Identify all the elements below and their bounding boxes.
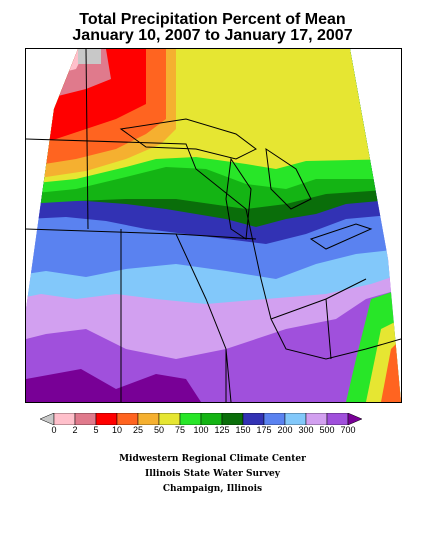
legend-swatch bbox=[158, 413, 181, 425]
legend-swatch bbox=[200, 413, 223, 425]
legend-tick-label: 300 bbox=[298, 425, 314, 435]
legend-swatch bbox=[137, 413, 160, 425]
legend-swatch bbox=[284, 413, 307, 425]
map-canvas bbox=[26, 49, 401, 402]
legend-swatch-above-max bbox=[347, 413, 363, 425]
region-se-10 bbox=[381, 339, 401, 402]
legend-swatch bbox=[74, 413, 97, 425]
legend-tick-label: 10 bbox=[111, 425, 122, 435]
state-boundaries bbox=[26, 49, 401, 402]
map-title-line-1: Total Precipitation Percent of Mean bbox=[79, 11, 346, 28]
legend-swatch bbox=[263, 413, 286, 425]
credit-line-2: Illinois State Water Survey bbox=[144, 469, 281, 479]
map-title-line-2: January 10, 2007 to January 17, 2007 bbox=[72, 27, 353, 44]
region-over-700 bbox=[26, 369, 201, 402]
legend-swatch bbox=[116, 413, 139, 425]
legend-tick-label: 700 bbox=[340, 425, 356, 435]
legend-tick-label: 0 bbox=[51, 425, 57, 435]
legend-swatch bbox=[242, 413, 265, 425]
legend-swatch bbox=[221, 413, 244, 425]
legend-swatch bbox=[305, 413, 328, 425]
credit-line-1: Midwestern Regional Climate Center bbox=[119, 454, 306, 464]
legend-swatches bbox=[40, 413, 363, 425]
legend-tick-label: 200 bbox=[277, 425, 293, 435]
legend-tick-label: 175 bbox=[256, 425, 272, 435]
legend-swatch bbox=[53, 413, 76, 425]
region-0 bbox=[78, 49, 101, 64]
legend-tick-label: 5 bbox=[93, 425, 99, 435]
legend-tick-label: 500 bbox=[319, 425, 335, 435]
legend-tick-label: 125 bbox=[214, 425, 230, 435]
legend-swatch-below-min bbox=[40, 413, 55, 425]
legend-swatch bbox=[95, 413, 118, 425]
legend-tick-label: 50 bbox=[153, 425, 164, 435]
precipitation-map bbox=[25, 48, 402, 403]
legend-tick-label: 2 bbox=[72, 425, 78, 435]
legend-tick-label: 25 bbox=[132, 425, 143, 435]
legend-tick-label: 150 bbox=[235, 425, 251, 435]
color-legend bbox=[40, 413, 363, 425]
credit-line-3: Champaign, Illinois bbox=[162, 484, 263, 494]
precipitation-fill bbox=[26, 49, 401, 402]
legend-tick-label: 75 bbox=[174, 425, 185, 435]
legend-swatch bbox=[179, 413, 202, 425]
legend-tick-label: 100 bbox=[193, 425, 209, 435]
great-lakes-outlines bbox=[119, 118, 373, 250]
legend-swatch bbox=[326, 413, 349, 425]
